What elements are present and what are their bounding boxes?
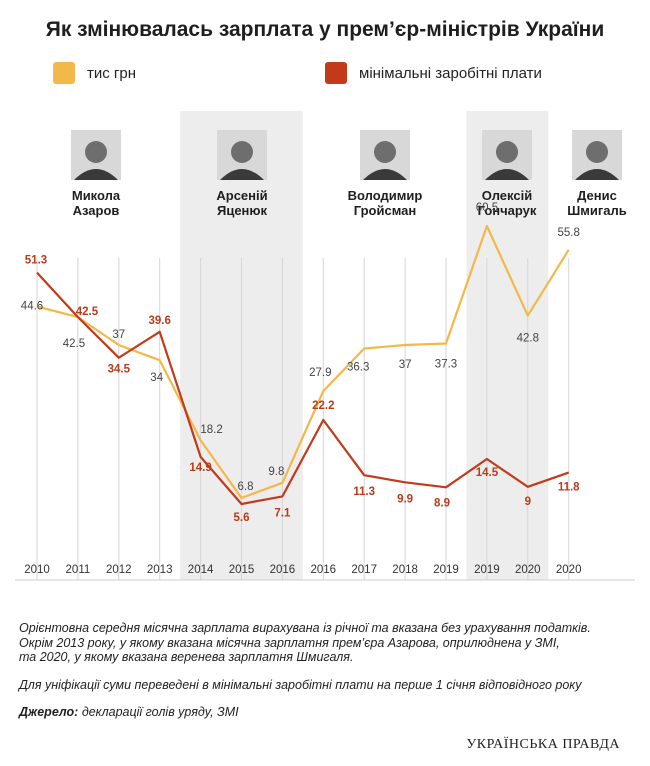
note-line-3: та 2020, у якому вказана веренева зарпла… xyxy=(19,650,354,664)
x-tick-label: 2019 xyxy=(474,564,500,576)
source-text: декларації голів уряду, ЗМІ xyxy=(78,705,239,719)
chart-notes: Орієнтовна середня місячна зарплата вира… xyxy=(19,621,634,720)
data-label-min-wage: 9 xyxy=(525,496,531,508)
data-label-min-wage: 7.1 xyxy=(274,507,291,519)
data-label-min-wage: 42.5 xyxy=(76,306,99,318)
note-line-4: Для уніфікації суми переведені в мінімал… xyxy=(19,677,582,692)
x-tick-label: 2014 xyxy=(188,564,214,576)
data-label-salary: 60.5 xyxy=(476,202,498,214)
pm-name-line2: Яценюк xyxy=(217,203,268,218)
portrait-head xyxy=(85,141,107,163)
portrait-head xyxy=(374,141,396,163)
series-line-min-wage xyxy=(36,271,570,506)
data-label-salary: 44.6 xyxy=(21,301,43,313)
data-label-min-wage: 22.2 xyxy=(312,400,334,412)
data-label-min-wage: 51.3 xyxy=(25,255,47,267)
source-label: Джерело: xyxy=(19,705,79,719)
x-tick-label: 2013 xyxy=(147,564,173,576)
portrait-groysman xyxy=(360,130,410,180)
portrait-shmyhal xyxy=(572,130,622,180)
chart-title: Як змінювалась зарплата у прем’єр-мініст… xyxy=(45,18,605,41)
pm-name-line1: Олексій xyxy=(482,188,532,203)
legend-item-salary: тис грн xyxy=(53,62,136,84)
series-line-salary xyxy=(36,224,570,500)
pm-name-line1: Денис xyxy=(577,188,617,203)
x-tick-label: 2016 xyxy=(270,564,296,576)
pm-name-line2: Гончарук xyxy=(478,203,537,218)
data-label-salary: 55.8 xyxy=(558,227,580,239)
portrait-head xyxy=(586,141,608,163)
x-tick-label: 2015 xyxy=(229,564,255,576)
portrait-head xyxy=(231,141,253,163)
data-label-salary: 37 xyxy=(399,359,412,371)
data-label-min-wage: 14.9 xyxy=(189,462,211,474)
x-tick-label: 2019 xyxy=(433,564,459,576)
data-label-salary: 6.8 xyxy=(238,481,254,493)
source-line: Джерело: декларації голів уряду, ЗМІ xyxy=(19,705,634,720)
data-label-min-wage: 9.9 xyxy=(397,493,413,505)
note-line-1: Орієнтовна середня місячна зарплата вира… xyxy=(19,621,591,635)
portrait-shoulders xyxy=(575,169,619,180)
data-label-salary: 37 xyxy=(112,329,125,341)
data-label-salary: 36.3 xyxy=(347,362,369,374)
data-label-salary: 37.3 xyxy=(435,359,457,371)
x-tick-label: 2016 xyxy=(311,564,337,576)
legend-swatch-salary xyxy=(53,62,75,84)
legend-label-salary: тис грн xyxy=(87,64,137,82)
pm-name-line2: Гройсман xyxy=(354,203,417,218)
data-label-salary: 27.9 xyxy=(309,367,331,379)
pm-name-line1: Арсеній xyxy=(216,188,267,203)
portrait-shoulders xyxy=(220,169,264,180)
legend-item-min-wage: мінімальні заробітні плати xyxy=(325,62,542,84)
portrait-yatsenyuk xyxy=(217,130,267,180)
pm-name-line2: Шмигаль xyxy=(567,203,627,218)
data-label-salary: 9.8 xyxy=(268,466,284,478)
data-label-salary: 18.2 xyxy=(200,424,222,436)
x-tick-label: 2020 xyxy=(515,564,541,576)
portrait-head xyxy=(496,141,518,163)
x-tick-label: 2018 xyxy=(392,564,418,576)
data-label-min-wage: 8.9 xyxy=(434,497,450,509)
note-line-2: Окрім 2013 року, у якому вказана місячна… xyxy=(19,635,560,650)
portrait-goncharuk xyxy=(482,130,532,180)
pm-name-line1: Микола xyxy=(72,188,121,203)
x-tick-label: 2011 xyxy=(66,564,91,576)
data-label-min-wage: 14.5 xyxy=(476,467,499,479)
data-label-salary: 42.8 xyxy=(517,333,539,345)
legend-swatch-min-wage xyxy=(325,62,347,84)
portrait-shoulders xyxy=(363,169,407,180)
shaded-period-2 xyxy=(466,111,549,580)
x-tick-label: 2012 xyxy=(106,564,132,576)
pm-name-line2: Азаров xyxy=(73,203,120,218)
brand-logo: УКРАЇНСЬКА ПРАВДА xyxy=(466,737,620,752)
x-tick-label: 2010 xyxy=(24,564,50,576)
portrait-shoulders xyxy=(74,169,118,180)
pm-name-line1: Володимир xyxy=(348,188,423,203)
x-tick-label: 2020 xyxy=(556,564,582,576)
data-label-salary: 42.5 xyxy=(63,338,85,350)
data-label-min-wage: 34.5 xyxy=(108,364,131,376)
legend-label-min-wage: мінімальні заробітні плати xyxy=(359,64,542,82)
data-label-min-wage: 11.3 xyxy=(353,486,375,498)
x-tick-label: 2017 xyxy=(351,564,377,576)
portrait-azarov xyxy=(71,130,121,180)
data-label-salary: 34 xyxy=(150,372,163,384)
data-label-min-wage: 5.6 xyxy=(234,512,250,524)
data-label-min-wage: 39.6 xyxy=(149,315,171,327)
portrait-shoulders xyxy=(485,169,529,180)
data-label-min-wage: 11.8 xyxy=(558,482,580,494)
